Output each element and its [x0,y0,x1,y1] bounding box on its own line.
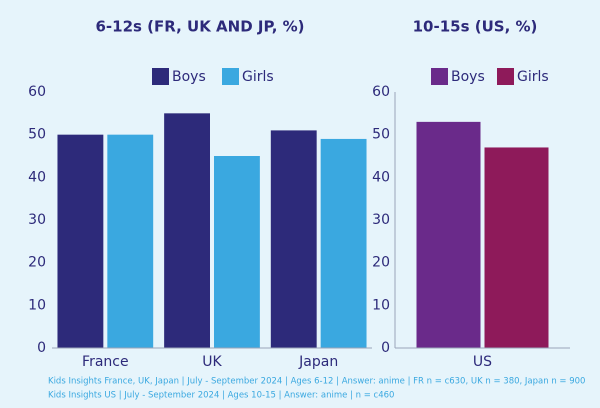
bar [164,113,210,348]
x-tick-label: Japan [298,354,338,370]
bar [107,134,154,348]
legend-label: Boys [172,69,206,85]
y-tick-label: 40 [28,169,46,185]
y-tick-label: 50 [372,127,390,143]
x-tick-label: US [473,354,492,370]
y-tick-label: 0 [37,340,46,356]
chart-title: 10-15s (US, %) [413,18,538,36]
y-tick-label: 0 [381,340,390,356]
x-tick-label: France [82,354,129,370]
bar [416,121,481,348]
y-tick-label: 50 [28,127,46,143]
legend-swatch [497,68,514,85]
bar [214,156,260,348]
y-tick-label: 60 [372,84,390,100]
footnote: Kids Insights France, UK, Japan | July -… [48,377,585,387]
bar [320,138,367,348]
y-tick-label: 30 [372,212,390,228]
y-tick-label: 10 [28,297,46,313]
legend-label: Boys [451,69,485,85]
legend-label: Girls [517,69,549,85]
footnote: Kids Insights US | July - September 2024… [48,391,394,401]
bar [484,147,549,348]
legend-swatch [222,68,239,85]
bar [57,134,104,348]
y-tick-label: 60 [28,84,46,100]
chart-title: 6-12s (FR, UK AND JP, %) [95,18,304,36]
y-tick-label: 20 [28,255,46,271]
x-tick-label: UK [202,354,222,370]
legend-swatch [431,68,448,85]
legend-swatch [152,68,169,85]
y-tick-label: 20 [372,255,390,271]
legend-label: Girls [242,69,274,85]
y-tick-label: 30 [28,212,46,228]
y-tick-label: 10 [372,297,390,313]
y-tick-label: 40 [372,169,390,185]
bar [270,130,317,348]
